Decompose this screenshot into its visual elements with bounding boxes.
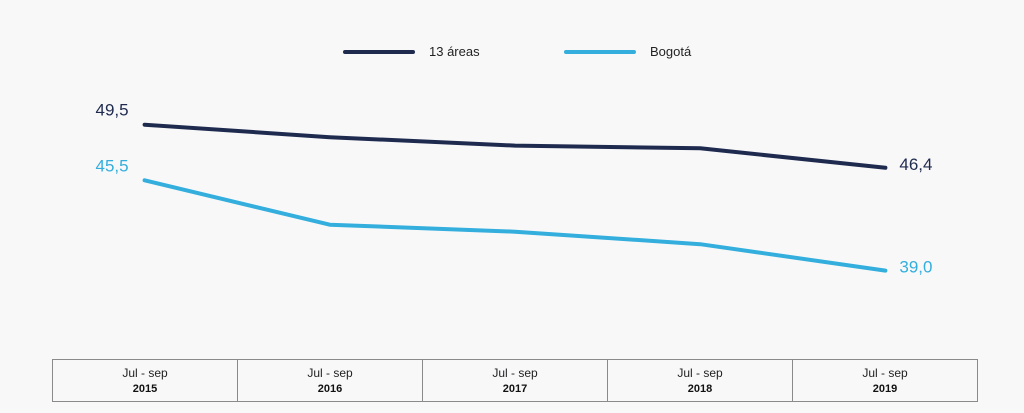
legend-item-13-areas: 13 áreas	[343, 44, 480, 59]
x-tick-year: 2018	[687, 382, 713, 395]
x-tick-year: 2017	[502, 382, 528, 395]
legend-item-bogota: Bogotá	[564, 44, 691, 59]
x-axis-cell: Jul - sep 2016	[238, 360, 423, 401]
x-tick-year: 2015	[132, 382, 158, 395]
x-axis-cell: Jul - sep 2018	[608, 360, 793, 401]
legend-label-bogota: Bogotá	[650, 44, 692, 59]
x-axis-cell: Jul - sep 2019	[793, 360, 977, 401]
legend-label-13-areas: 13 áreas	[429, 44, 480, 59]
data-label-start: 45,5	[96, 156, 129, 175]
x-tick-period: Jul - sep	[492, 365, 538, 380]
legend-swatch-bogota	[564, 49, 636, 54]
x-tick-year: 2019	[872, 382, 898, 395]
data-label-end: 39,0	[899, 258, 932, 277]
x-axis-table: Jul - sep 2015 Jul - sep 2016 Jul - sep …	[52, 359, 978, 402]
x-axis-cell: Jul - sep 2017	[423, 360, 608, 401]
x-tick-year: 2016	[317, 382, 343, 395]
x-tick-period: Jul - sep	[862, 365, 908, 380]
series-line-bogota	[142, 178, 888, 273]
series-line-13-areas	[142, 122, 888, 170]
data-label-end: 46,4	[899, 155, 932, 174]
x-tick-period: Jul - sep	[307, 365, 353, 380]
legend-swatch-13-areas	[343, 49, 415, 54]
x-axis-cell: Jul - sep 2015	[53, 360, 238, 401]
legend: 13 áreas Bogotá	[0, 44, 1024, 66]
x-tick-period: Jul - sep	[122, 365, 168, 380]
data-label-start: 49,5	[96, 101, 129, 120]
x-tick-period: Jul - sep	[677, 365, 723, 380]
